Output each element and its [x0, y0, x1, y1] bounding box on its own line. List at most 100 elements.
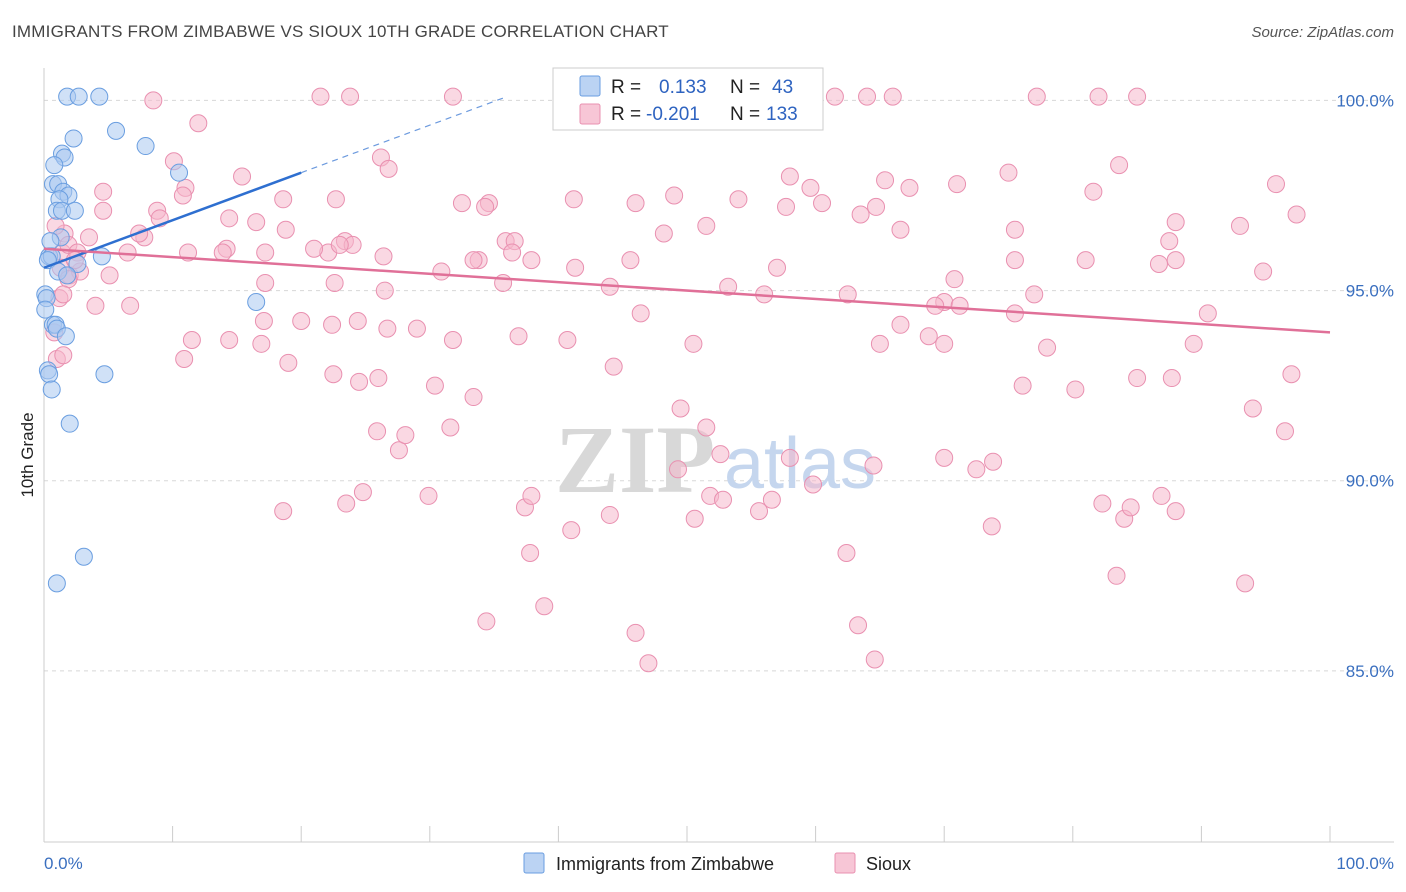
- sioux-point-121: [279, 353, 298, 372]
- sioux-point-83: [325, 273, 344, 292]
- zimbabwe-point-38: [42, 380, 61, 399]
- zimbabwe-point-5: [136, 137, 155, 156]
- sioux-point-55: [1230, 216, 1249, 235]
- sioux-point-132: [1128, 369, 1147, 388]
- sioux-point-99: [378, 319, 397, 338]
- sioux-point-158: [1093, 494, 1112, 513]
- sioux-point-2: [443, 87, 462, 106]
- sioux-point-117: [175, 350, 194, 369]
- chart-source: Source: ZipAtlas.com: [1251, 24, 1394, 41]
- legend-r-label-1: R =: [611, 77, 641, 98]
- legend-n-value-2: 133: [766, 104, 798, 125]
- sioux-point-29: [452, 194, 471, 213]
- bottom-legend-label-zimbabwe: Immigrants from Zimbabwe: [556, 854, 774, 874]
- sioux-point-111: [1038, 338, 1057, 357]
- sioux-point-130: [1013, 376, 1032, 395]
- sioux-point-90: [945, 270, 964, 289]
- legend-n-value-1: 43: [772, 77, 793, 98]
- sioux-point-52: [1005, 220, 1024, 239]
- legend-r-value-2: -0.201: [646, 104, 700, 125]
- sioux-point-7: [1027, 87, 1046, 106]
- sioux-point-35: [867, 197, 886, 216]
- sioux-point-148: [441, 418, 460, 437]
- sioux-point-141: [864, 456, 883, 475]
- y-axis-title: 10th Grade: [18, 412, 37, 497]
- sioux-point-19: [780, 167, 799, 186]
- sioux-point-17: [900, 178, 919, 197]
- sioux-point-32: [665, 186, 684, 205]
- sioux-point-95: [254, 311, 273, 330]
- sioux-point-185: [274, 502, 293, 521]
- sioux-point-73: [621, 251, 640, 270]
- sioux-point-39: [274, 190, 293, 209]
- sioux-point-23: [1266, 175, 1285, 194]
- zimbabwe-point-23: [92, 247, 111, 266]
- y-tick-label-85: 85.0%: [1346, 662, 1394, 681]
- sioux-point-71: [566, 258, 585, 277]
- watermark-zip: ZIP: [555, 406, 715, 513]
- sioux-point-15: [233, 167, 252, 186]
- zimbabwe-point-8: [45, 156, 64, 175]
- zimbabwe-point-1: [69, 87, 88, 106]
- sioux-point-8: [1089, 87, 1108, 106]
- sioux-point-43: [220, 209, 239, 228]
- zimbabwe-point-29: [247, 292, 266, 311]
- sioux-point-192: [305, 239, 324, 258]
- y-tick-labels: 85.0% 90.0% 95.0% 100.0%: [1336, 91, 1394, 680]
- zimbabwe-point-34: [56, 327, 75, 346]
- sioux-point-183: [419, 486, 438, 505]
- sioux-point-184: [600, 505, 619, 524]
- sioux-point-96: [292, 311, 311, 330]
- y-tick-label-90: 90.0%: [1346, 472, 1394, 491]
- sioux-point-150: [353, 483, 372, 502]
- sioux-point-163: [685, 509, 704, 528]
- bottom-legend-label-sioux: Sioux: [866, 854, 911, 874]
- sioux-point-104: [631, 304, 650, 323]
- sioux-point-126: [464, 388, 483, 407]
- sioux-point-105: [891, 315, 910, 334]
- sioux-point-172: [521, 543, 540, 562]
- sioux-point-64: [213, 243, 232, 262]
- sioux-point-65: [256, 243, 275, 262]
- sioux-point-80: [100, 266, 119, 285]
- zimbabwe-point-9: [170, 163, 189, 182]
- sioux-point-28: [326, 190, 345, 209]
- sioux-point-153: [668, 460, 687, 479]
- zimbabwe-point-3: [107, 121, 126, 140]
- sioux-point-118: [182, 331, 201, 350]
- sioux-point-162: [562, 521, 581, 540]
- sioux-point-16: [876, 171, 895, 190]
- axes: [43, 68, 1394, 843]
- sioux-point-6: [883, 87, 902, 106]
- sioux-trend-line: [43, 247, 1331, 334]
- sioux-point-127: [604, 357, 623, 376]
- sioux-point-165: [982, 517, 1001, 536]
- sioux-point-51: [891, 220, 910, 239]
- y-tick-label-95: 95.0%: [1346, 282, 1394, 301]
- sioux-point-142: [935, 448, 954, 467]
- trend-lines: [43, 96, 1331, 334]
- sioux-point-97: [323, 315, 342, 334]
- sioux-point-14: [379, 159, 398, 178]
- sioux-point-11: [189, 114, 208, 133]
- sioux-point-50: [654, 224, 673, 243]
- bottom-legend-swatch-zimbabwe: [523, 852, 545, 874]
- zimbabwe-point-37: [95, 365, 114, 384]
- sioux-point-180: [54, 285, 73, 304]
- legend-n-label-1: N =: [730, 77, 760, 98]
- sioux-point-93: [86, 296, 105, 315]
- zimbabwe-points: [36, 87, 266, 593]
- x-ticks: [43, 826, 1331, 842]
- sioux-point-167: [1236, 574, 1255, 593]
- legend-r-value-1: 0.133: [659, 77, 707, 98]
- sioux-point-21: [999, 163, 1018, 182]
- sioux-point-22: [1110, 156, 1129, 175]
- zimbabwe-point-4: [64, 129, 83, 148]
- sioux-point-102: [509, 327, 528, 346]
- sioux-point-9: [1128, 87, 1147, 106]
- sioux-point-189: [626, 623, 645, 642]
- zimbabwe-point-39: [60, 414, 79, 433]
- sioux-point-20: [948, 175, 967, 194]
- sioux-point-129: [870, 334, 889, 353]
